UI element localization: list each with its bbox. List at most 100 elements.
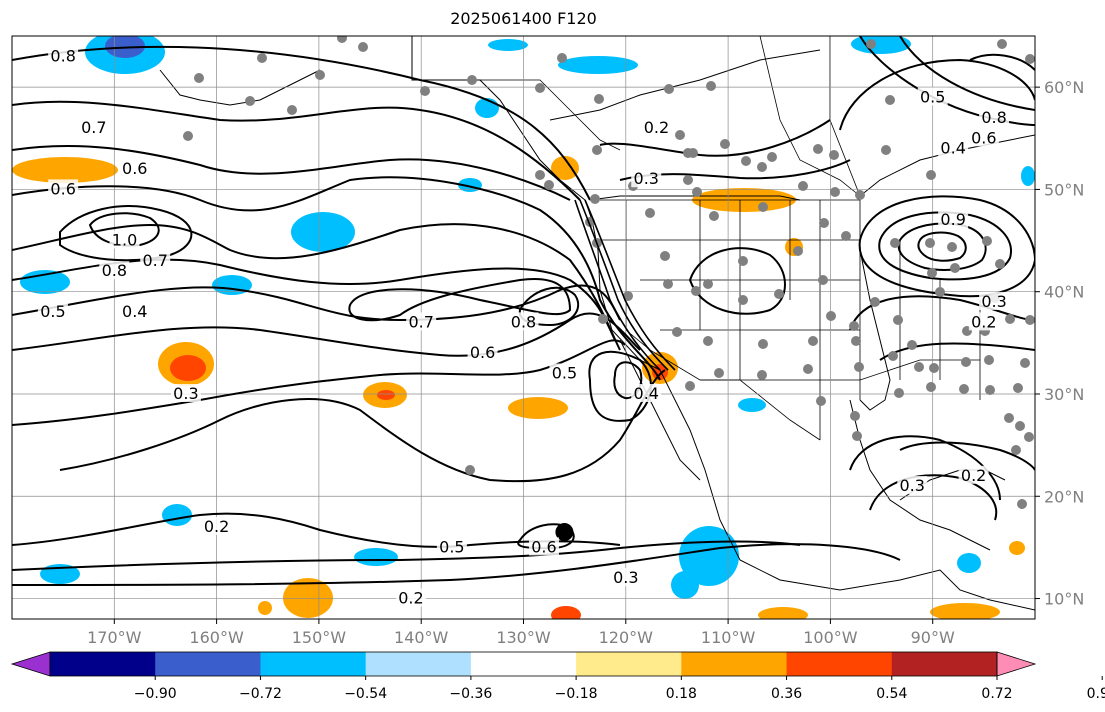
contour-label: 0.4 [634,384,659,403]
contour-label: 0.3 [613,568,638,587]
contour-label-bg [99,261,130,280]
negative-anomaly-patch [105,36,145,58]
contour-label: 0.2 [398,589,423,608]
contour-label: 0.6 [971,128,996,147]
lon-tick-label: 160°W [189,628,244,647]
contour-label: 0.8 [102,261,127,280]
lon-tick-label: 90°W [911,628,955,647]
lat-tick-label: 50°N [1044,180,1084,199]
contour-label: 1.0 [112,231,137,250]
negative-anomaly-patch [957,553,981,573]
contour-label-bg [37,302,68,321]
colorbar-tick-label: −0.54 [344,686,387,702]
colorbar-tick-label: −0.90 [134,686,177,702]
colorbar-tick-label: −0.36 [449,686,492,702]
negative-anomaly-patch [558,56,638,74]
positive-anomaly-patch [1009,541,1025,555]
contour-label: 0.6 [50,179,75,198]
colorbar-tick-label: 0.90 [1087,686,1105,702]
positive-anomaly-patch [508,397,568,419]
negative-anomaly-patch [671,571,699,599]
shaded-anomaly-layer [12,36,1035,619]
contour-label-bg [406,312,437,331]
contour-label-bg [528,537,559,556]
positive-anomaly-patch [758,607,808,619]
colorbar-segment [786,652,893,676]
contour-label: 0.3 [634,169,659,188]
contour-label: 0.9 [940,210,965,229]
contour-label: 0.2 [961,466,986,485]
contour-label: 0.2 [971,312,996,331]
lon-tick-label: 100°W [803,628,858,647]
contour-label-bg [897,476,928,495]
contour-label-bg [938,138,969,157]
contour-label-bg [631,383,662,402]
contour-label: 0.2 [204,517,229,536]
lon-tick-label: 110°W [701,628,756,647]
map-title: 2025061400 F120 [450,9,597,28]
colorbar-segment [365,652,472,676]
contour-label-bg [549,363,580,382]
station-markers [183,36,1035,509]
axis-ticks: 170°W 160°W 150°W 140°W 130°W 120°W 110°W 100°W… [87,78,1084,647]
contour-label-bg [641,118,672,137]
contour-label: 0.4 [122,302,147,321]
contour-label-bg [119,302,150,321]
contour-label-bg [436,537,467,556]
contour-label: 0.7 [81,118,106,137]
contour-label: 0.4 [940,139,965,158]
negative-anomaly-patch [291,212,355,252]
negative-anomaly-patch [488,39,528,51]
contour-label-bg [631,169,662,188]
contour-label-bg [140,251,171,270]
colorbar-tick-label: −0.18 [555,686,598,702]
contour-label: 0.5 [439,537,464,556]
positive-anomaly-patch [12,157,118,183]
contour-label: 0.5 [40,302,65,321]
positive-anomaly-patch [930,603,1000,619]
lat-tick-label: 40°N [1044,283,1084,302]
colorbar-segment [50,652,156,676]
contour-label-bg [395,588,426,607]
contour-label: 0.6 [470,343,495,362]
coastal-contour-cluster [574,199,676,371]
contour-label: 0.5 [920,87,945,106]
contour-label: 0.6 [122,159,147,178]
positive-anomaly-patch [170,355,206,381]
contour-label: 0.6 [531,537,556,556]
lon-tick-label: 120°W [599,628,654,647]
contour-label-bg [508,312,539,331]
contour-label-bg [979,107,1010,126]
colorbar-segment [681,652,788,676]
positive-anomaly-patch [258,601,272,615]
contour-label-bg [48,179,79,198]
positive-anomaly-patch [551,606,581,619]
contour-label-bg [109,230,140,249]
negative-anomaly-patch [162,504,192,526]
contour-label: 0.8 [50,46,75,65]
negative-anomaly-patch [1021,166,1035,186]
contour-label-bg [958,465,989,484]
colorbar-tick-label: 0.54 [876,686,907,702]
lat-tick-label: 60°N [1044,78,1084,97]
colorbar-extend-low [10,651,51,677]
negative-anomaly-patch [475,98,499,118]
contour-label-bg [170,383,201,402]
colorbar-tick-label: 0.18 [666,686,697,702]
contour-label-bg [979,291,1010,310]
contour-labels: 0.80.70.60.61.00.80.70.5 0.40.30.20.20.30… [37,46,1010,608]
colorbar-extend-high [996,651,1037,677]
colorbar-segment [470,652,577,676]
contour-layer [12,36,1035,586]
colorbar-tick-label: 0.36 [771,686,802,702]
contour-label: 0.5 [552,364,577,383]
contour-label-bg [119,158,150,177]
positive-anomaly-patch [551,156,579,180]
colorbar-segment [155,652,261,676]
contour-label: 0.3 [173,384,198,403]
border-layer [411,36,981,441]
lon-tick-label: 170°W [87,628,142,647]
map-plot-area: 0.80.70.60.61.00.80.70.5 0.40.30.20.20.30… [12,36,1035,619]
colorbar-tick-label: −0.72 [239,686,282,702]
